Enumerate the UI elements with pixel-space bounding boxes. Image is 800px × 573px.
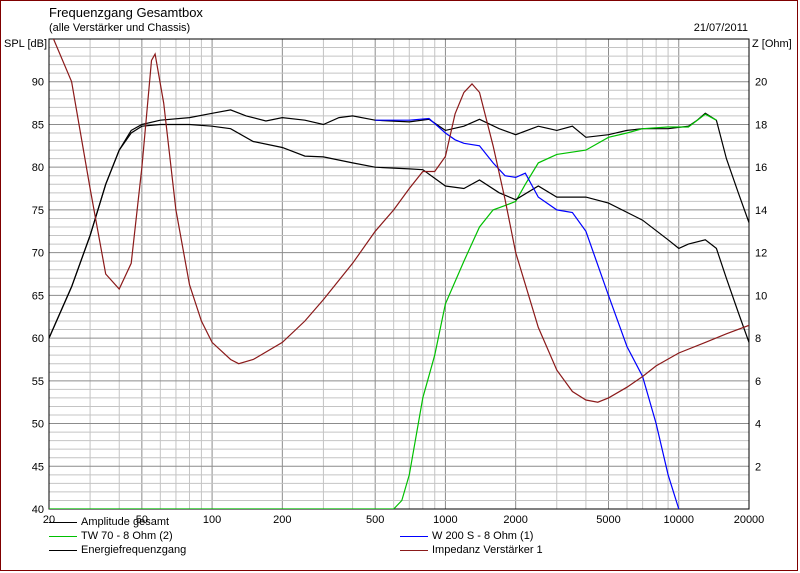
x-tick-label: 1000 xyxy=(433,514,457,526)
tick-labels: 20 50 100 200 500 1000 2000 5000 10000 2000040455… xyxy=(32,77,768,526)
legend-label: Energiefrequenzgang xyxy=(81,544,187,556)
legend-swatch xyxy=(49,535,77,537)
y-tick-label-right: 4 xyxy=(755,419,761,431)
x-tick-label: 20 xyxy=(43,514,55,526)
series-line-1 xyxy=(49,113,717,509)
legend-swatch xyxy=(49,549,77,551)
y-tick-label-left: 70 xyxy=(32,248,44,260)
y-tick-label-right: 8 xyxy=(755,333,761,345)
x-tick-label: 200 xyxy=(273,514,291,526)
y-tick-label-left: 45 xyxy=(32,461,44,473)
series-line-3 xyxy=(375,117,680,509)
series-line-2 xyxy=(49,123,749,343)
legend-entry: W 200 S - 8 Ohm (1) xyxy=(400,530,533,542)
y-tick-label-left: 90 xyxy=(32,77,44,89)
y-tick-label-right: 14 xyxy=(755,205,767,217)
legend-entry: Amplitude gesamt xyxy=(49,516,169,528)
y-tick-label-left: 50 xyxy=(32,419,44,431)
x-tick-label: 100 xyxy=(203,514,221,526)
legend-entry: Impedanz Verstärker 1 xyxy=(400,544,543,556)
y-tick-label-right: 18 xyxy=(755,119,767,131)
legend-label: W 200 S - 8 Ohm (1) xyxy=(432,530,534,542)
chart-subtitle: (alle Verstärker und Chassis) xyxy=(49,22,191,34)
series-line-4 xyxy=(52,39,749,403)
legend-entry: TW 70 - 8 Ohm (2) xyxy=(49,530,173,542)
legend-entry: Energiefrequenzgang xyxy=(49,544,186,556)
x-tick-label: 2000 xyxy=(503,514,527,526)
grid xyxy=(48,38,750,510)
y-tick-label-left: 55 xyxy=(32,376,44,388)
y-tick-label-left: 40 xyxy=(32,504,44,516)
y-tick-label-right: 6 xyxy=(755,376,761,388)
chart-date: 21/07/2011 xyxy=(693,22,748,34)
y-tick-label-right: 10 xyxy=(755,290,767,302)
y-tick-label-right: 2 xyxy=(755,461,761,473)
y-tick-label-left: 65 xyxy=(32,290,44,302)
y-tick-label-right: 16 xyxy=(755,162,767,174)
x-tick-label: 500 xyxy=(366,514,384,526)
y-tick-label-right: 20 xyxy=(755,77,767,89)
legend-label: Amplitude gesamt xyxy=(81,516,170,528)
y-axis-left-label: SPL [dB] xyxy=(4,38,48,50)
y-tick-label-left: 80 xyxy=(32,162,44,174)
legend-swatch xyxy=(400,549,428,551)
plot-area-border xyxy=(48,38,750,510)
x-tick-label: 50 xyxy=(136,514,148,526)
y-tick-label-right: 12 xyxy=(755,248,767,260)
y-axis-right-label: Z [Ohm] xyxy=(752,38,792,50)
legend-label: Impedanz Verstärker 1 xyxy=(432,544,543,556)
chart-title: Frequenzgang Gesamtbox xyxy=(49,5,203,20)
x-tick-label: 10000 xyxy=(663,514,694,526)
legend-swatch xyxy=(400,535,428,537)
legend-label: TW 70 - 8 Ohm (2) xyxy=(81,530,173,542)
x-tick-label: 5000 xyxy=(596,514,620,526)
x-tick-label: 20000 xyxy=(734,514,765,526)
y-tick-label-left: 60 xyxy=(32,333,44,345)
series-lines xyxy=(49,39,749,509)
y-tick-label-left: 75 xyxy=(32,205,44,217)
legend-swatch xyxy=(49,521,77,523)
y-tick-label-left: 85 xyxy=(32,119,44,131)
